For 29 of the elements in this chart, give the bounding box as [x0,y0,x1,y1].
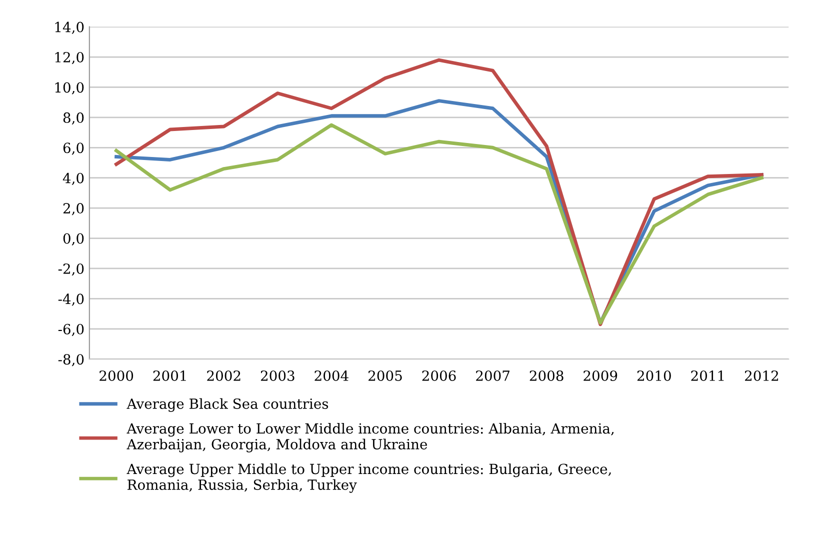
y-tick-label: 14,0 [55,22,84,34]
legend-label: Average Lower to Lower Middle income countries: Albania, Armenia, Azerbaijan, Georgia, Moldova and Ukraine [126,422,614,452]
y-tick-label: 0,0 [63,233,84,246]
y-tick-label: 6,0 [63,142,84,155]
x-tick-label: 2002 [207,370,240,381]
x-tick-label: 2005 [368,370,402,381]
y-tick-label: -8,0 [58,354,84,366]
x-tick-label: 2012 [744,370,778,381]
x-tick-label: 2000 [100,370,134,381]
x-tick-label: 2001 [153,370,186,381]
line-series [114,58,764,326]
x-tick-label: 2006 [422,370,456,381]
x-tick-label: 2007 [476,370,510,381]
x-tick-label: 2004 [314,370,348,381]
x-tick-label: 2011 [691,370,724,381]
y-tick-label: 10,0 [55,82,84,94]
y-tick-label: 8,0 [63,112,84,125]
x-tick-label: 2009 [584,370,618,381]
legend-label: Average Upper Middle to Upper income countries: Bulgaria, Greece, Romania, Russia, Serbia, Turkey [126,463,611,493]
y-tick-label: 2,0 [63,203,84,216]
y-tick-label: -6,0 [58,324,84,336]
x-tick-label: 2010 [637,370,671,381]
y-tick-label: 4,0 [62,172,84,186]
x-tick-label: 2003 [260,370,294,381]
y-tick-label: -2,0 [58,263,84,276]
y-tick-label: 12,0 [55,52,84,64]
y-tick-label: -4,0 [58,294,84,306]
x-tick-label: 2008 [530,370,564,381]
legend-label: Average Black Sea countries [126,398,328,412]
